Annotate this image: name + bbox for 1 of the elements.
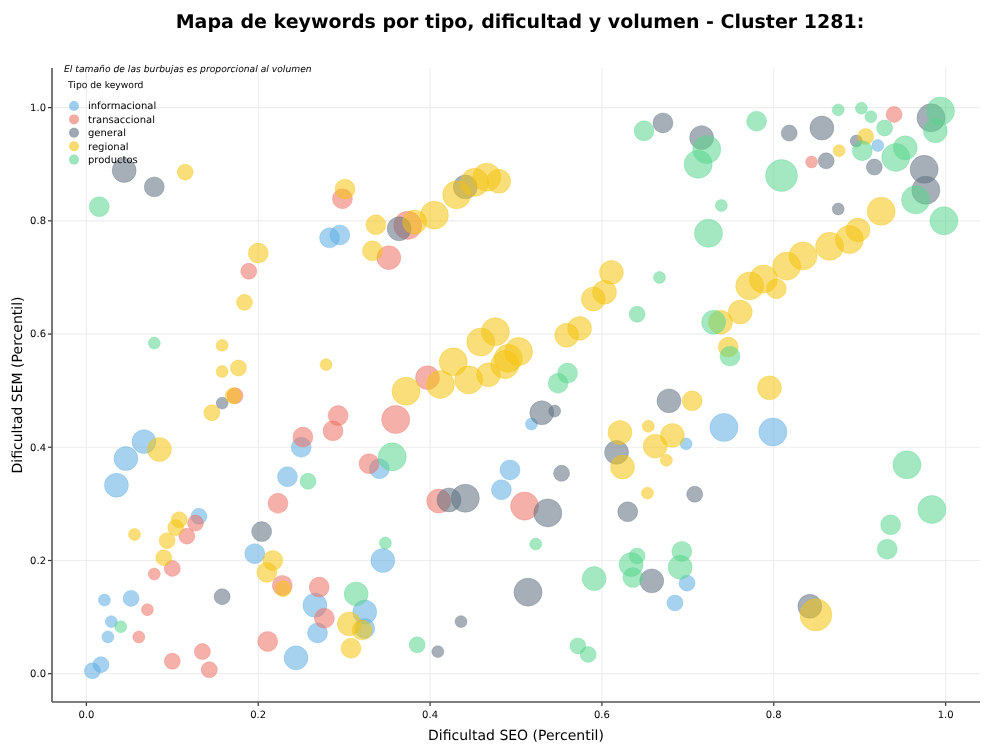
chart-title: Mapa de keywords por tipo, dificultad y volumen - Cluster 1281: [175,12,865,34]
